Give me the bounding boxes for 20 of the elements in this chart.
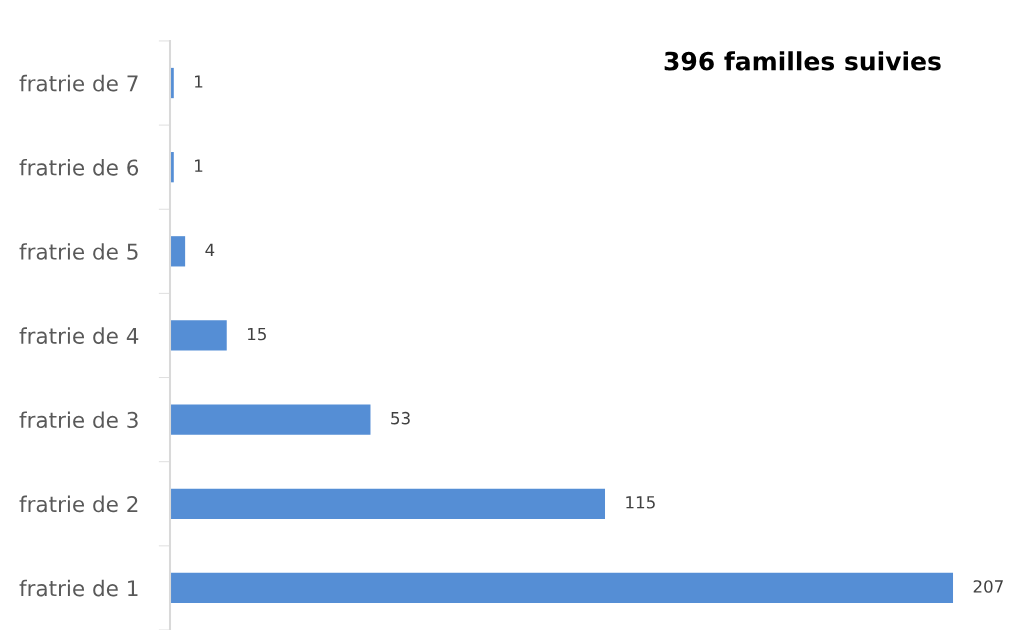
y-tick-label: fratrie de 3 <box>19 411 138 429</box>
y-tick-label: fratrie de 4 <box>19 327 139 344</box>
data-label: 15 <box>248 327 266 341</box>
y-tick-label: fratrie de 5 <box>19 243 138 260</box>
data-label: 4 <box>205 243 215 256</box>
y-tick-label: fratrie de 1 <box>19 579 138 597</box>
y-tick-label: fratrie de 6 <box>19 159 139 176</box>
bar <box>170 320 227 351</box>
data-label: 1 <box>195 75 203 88</box>
data-label: 1 <box>195 159 203 172</box>
bar <box>170 572 954 604</box>
y-tick-label: fratrie de 7 <box>19 74 138 92</box>
data-label: 115 <box>626 496 655 509</box>
chart-title: 396 familles suivies <box>664 51 941 71</box>
data-label: 207 <box>973 580 1003 593</box>
bar <box>170 236 186 267</box>
bar <box>170 404 371 435</box>
bar <box>170 488 606 519</box>
data-label: 53 <box>391 411 410 425</box>
y-tick-label: fratrie de 2 <box>19 495 138 513</box>
